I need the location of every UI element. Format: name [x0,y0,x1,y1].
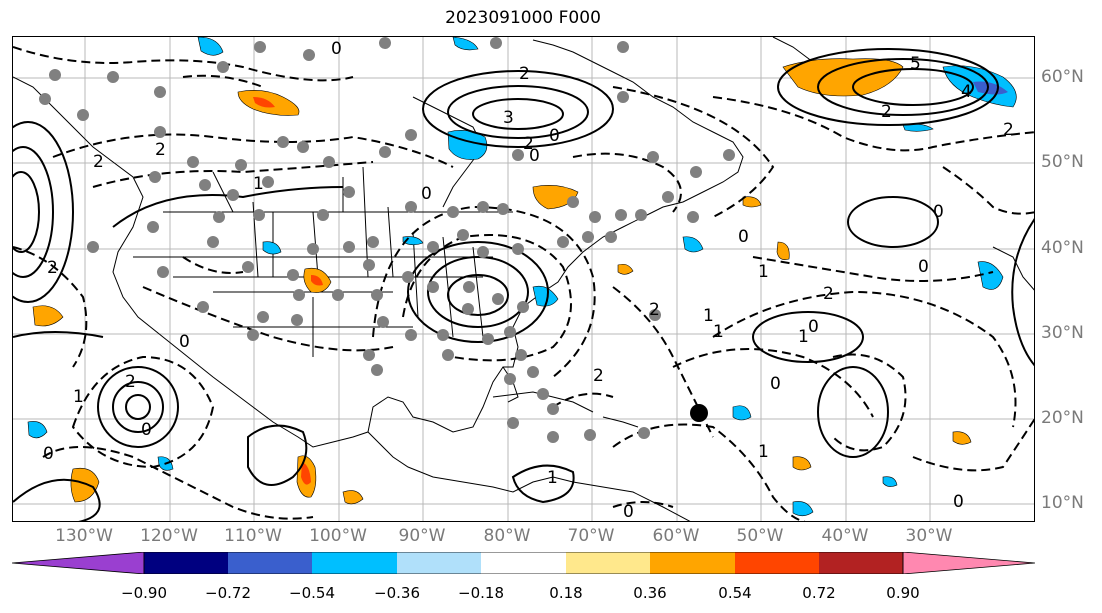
colorbar-tick: 0.36 [633,584,667,602]
contour-labels: 0 2 3 2 0 2 1 0 2 0 1 0 1 1 0 2 0 1 0 2 … [43,39,1014,522]
colorbar-segment [650,552,735,574]
map-panel: 0 2 3 2 0 2 1 0 2 0 1 0 1 1 0 2 0 1 0 2 … [12,36,1035,522]
lon-label: 130°W [55,526,113,546]
contour-label: 1 [713,322,724,342]
colorbar-tick: −0.72 [205,584,251,602]
lon-label: 40°W [821,526,869,546]
lon-label: 70°W [567,526,615,546]
lat-label: 40°N [1041,238,1084,258]
contour-label: 1 [798,327,809,347]
contour-label: 2 [649,300,660,320]
colorbar-tick: −0.18 [458,584,504,602]
lon-label: 80°W [483,526,531,546]
colorbar-extend-high [902,552,1035,574]
contour-label: 0 [623,502,634,522]
colorbar-segment [397,552,481,574]
contour-label: 0 [549,126,560,146]
map-canvas: 0 2 3 2 0 2 1 0 2 0 1 0 1 1 0 2 0 1 0 2 … [13,37,1034,522]
colorbar-segment [144,552,228,574]
colorbar-segment [735,552,819,574]
contour-label: 0 [953,492,964,512]
contour-label: 2 [823,284,834,304]
lat-label: 10°N [1041,493,1084,513]
contour-label: 1 [547,468,558,488]
contour-label: 0 [933,202,944,222]
contour-label: 0 [738,227,749,247]
contour-label: 4 [961,82,972,102]
lat-label: 50°N [1041,152,1084,172]
contour-label: 0 [770,374,781,394]
contour-label: 0 [43,444,54,464]
contour-label: 2 [47,258,58,278]
lon-label: 50°W [736,526,784,546]
contour-label: 2 [519,64,530,84]
contour-label: 2 [93,152,104,172]
lat-label: 60°N [1041,67,1084,87]
graticule [13,37,1034,521]
colorbar-segment [566,552,650,574]
contour-label: 2 [1003,120,1014,140]
contour-label: 0 [808,317,819,337]
colorbar-tick: 0.18 [549,584,583,602]
lat-label: 30°N [1041,323,1084,343]
contour-label: 1 [703,306,714,326]
colorbar-tick: 0.90 [886,584,920,602]
contour-label: 2 [125,372,136,392]
colorbar-segment [819,552,903,574]
contour-label: 0 [141,420,152,440]
dashed-contours [13,46,1034,521]
lon-label: 100°W [309,526,367,546]
colorbar-tick: 0.72 [802,584,836,602]
contour-label: 0 [179,332,190,352]
contour-label: 0 [331,39,342,59]
colorbar-tick: −0.36 [374,584,420,602]
colorbar-segment [228,552,312,574]
contour-label: 1 [758,262,769,282]
lon-label: 60°W [652,526,700,546]
contour-label: 3 [503,108,514,128]
contour-label: 2 [155,140,166,160]
contour-label: 5 [910,54,921,74]
station-dots [39,37,735,443]
colorbar-segment [312,552,397,574]
lon-label: 120°W [140,526,198,546]
colorbar-segment [481,552,566,574]
contour-label: 2 [523,134,534,154]
lon-label: 110°W [224,526,282,546]
colorbar [12,552,1035,574]
contour-label: 0 [529,146,540,166]
colorbar-tick: 0.54 [718,584,752,602]
contour-label: 0 [918,257,929,277]
colorbar-extend-low [12,552,145,574]
colorbar-tick: −0.90 [121,584,167,602]
contour-label: 2 [881,102,892,122]
contour-label: 1 [758,442,769,462]
map-title: 2023091000 F000 [445,8,601,28]
contour-label: 2 [593,366,604,386]
solid-contours [13,48,1034,521]
colorbar-tick: −0.54 [289,584,335,602]
lon-label: 30°W [905,526,953,546]
contour-label: 1 [253,174,264,194]
contour-label: 1 [73,387,84,407]
lon-label: 90°W [398,526,446,546]
contour-label: 0 [421,184,432,204]
storm-center-marker [690,404,708,422]
lat-label: 20°N [1041,408,1084,428]
